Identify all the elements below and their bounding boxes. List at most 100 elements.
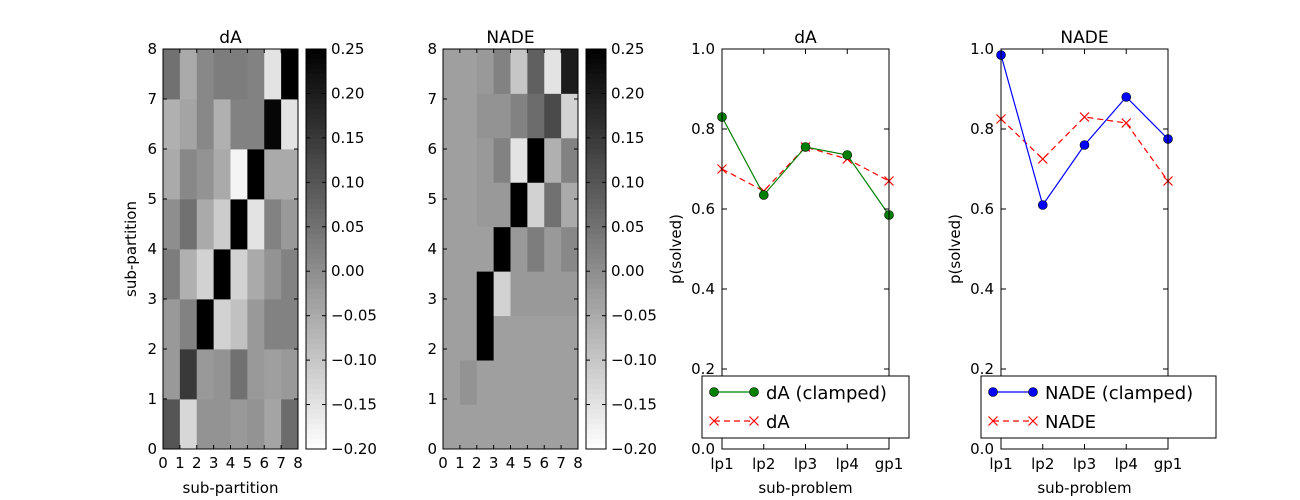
heatmap-cell: [230, 149, 248, 200]
x-tick-label: 1: [455, 454, 465, 472]
heatmap-cell: [459, 404, 478, 450]
colorbar-tick-label: 0.20: [611, 84, 644, 102]
heatmap-cell: [544, 404, 562, 450]
colorbar-segment: [306, 69, 326, 75]
heatmap-cell: [561, 226, 579, 272]
heatmap-cell: [179, 249, 198, 300]
colorbar-segment: [306, 339, 326, 345]
heatmap-cell: [459, 226, 478, 272]
colorbar-segment: [586, 174, 606, 180]
heatmap-cell: [561, 271, 579, 317]
y-tick-label: 3: [147, 290, 157, 308]
y-tick-label: 0.0: [970, 440, 994, 458]
colorbar-segment: [306, 199, 326, 205]
heatmap-cell: [213, 149, 231, 200]
heatmap-cell: [493, 182, 511, 228]
colorbar-segment: [586, 344, 606, 350]
colorbar-segment: [306, 329, 326, 335]
colorbar-segment: [586, 214, 606, 220]
colorbar-segment: [306, 359, 326, 365]
colorbar-segment: [306, 404, 326, 410]
colorbar-segment: [306, 284, 326, 290]
colorbar-segment: [586, 74, 606, 80]
colorbar-segment: [586, 279, 606, 285]
heatmap-cell: [544, 182, 562, 228]
heatmap-cell: [264, 299, 282, 350]
heatmap-cell: [264, 249, 282, 300]
x-tick-label: gp1: [1154, 455, 1183, 473]
heatmap-cell: [493, 49, 511, 94]
colorbar-segment: [586, 314, 606, 320]
x-tick-label: 1: [175, 454, 185, 472]
colorbar-segment: [586, 294, 606, 300]
colorbar-segment: [586, 414, 606, 420]
y-axis-label: sub-partition: [122, 201, 140, 297]
colorbar-segment: [586, 254, 606, 260]
colorbar-segment: [306, 314, 326, 320]
colorbar-segment: [586, 154, 606, 160]
y-tick-label: 1.0: [691, 40, 715, 58]
colorbar-segment: [586, 334, 606, 340]
heatmap-cell: [476, 360, 495, 405]
colorbar-segment: [586, 189, 606, 195]
x-tick-label: 7: [556, 454, 566, 472]
series-line: [721, 146, 890, 192]
colorbar-segment: [586, 444, 606, 450]
heatmap-cell: [459, 137, 478, 183]
heatmap-cell: [510, 93, 528, 139]
colorbar-tick-label: 0.25: [331, 40, 364, 58]
y-tick-label: 1.0: [970, 40, 994, 58]
colorbar-segment: [306, 344, 326, 350]
y-tick-label: 0.6: [970, 200, 994, 218]
y-axis-label: p(solved): [667, 214, 685, 284]
colorbar-frame: [305, 48, 327, 450]
colorbar-segment: [306, 369, 326, 375]
heatmap-cell: [561, 137, 579, 183]
y-tick-label: 0.2: [970, 360, 994, 378]
colorbar-segment: [586, 134, 606, 140]
heatmap-cell: [443, 315, 461, 361]
x-tick-label: lp2: [752, 455, 775, 473]
heatmap-cell: [163, 249, 181, 300]
colorbar-segment: [306, 224, 326, 230]
colorbar-segment: [306, 239, 326, 245]
heatmap-cell: [196, 249, 215, 300]
heatmap-cell: [247, 349, 265, 400]
y-tick-label: 2: [147, 340, 157, 358]
heatmap-cell: [230, 49, 248, 100]
heatmap-cell: [179, 49, 198, 100]
colorbar-segment: [586, 164, 606, 170]
colorbar-segment: [586, 224, 606, 230]
colorbar-frame: [585, 48, 607, 450]
colorbar-segment: [306, 429, 326, 435]
colorbar-segment: [306, 84, 326, 90]
colorbar-segment: [306, 414, 326, 420]
legend-box: [980, 375, 1217, 439]
colorbar-segment: [306, 394, 326, 400]
heatmap-cell: [527, 226, 545, 272]
colorbar-segment: [306, 189, 326, 195]
colorbar-segment: [306, 264, 326, 270]
colorbar-segment: [586, 394, 606, 400]
colorbar-segment: [306, 444, 326, 450]
x-tick-label: 3: [489, 454, 499, 472]
x-tick-label: lp1: [710, 455, 733, 473]
colorbar-tick-label: −0.20: [331, 440, 377, 458]
colorbar-tick-label: 0.00: [331, 262, 364, 280]
colorbar-segment: [586, 409, 606, 415]
y-tick-label: 0.4: [691, 280, 715, 298]
x-axis-label: sub-partition: [183, 479, 279, 497]
heatmap-cell: [196, 99, 215, 150]
colorbar-segment: [586, 99, 606, 105]
x-tick-label: 8: [293, 454, 303, 472]
legend-swatch-marker: [749, 387, 759, 397]
colorbar-segment: [306, 184, 326, 190]
y-tick-label: 0.8: [691, 120, 715, 138]
heatmap-cell: [179, 99, 198, 150]
colorbar-segment: [306, 254, 326, 260]
colorbar-segment: [586, 299, 606, 305]
colorbar-segment: [586, 159, 606, 165]
colorbar-segment: [306, 349, 326, 355]
heatmap-cell: [281, 49, 299, 100]
